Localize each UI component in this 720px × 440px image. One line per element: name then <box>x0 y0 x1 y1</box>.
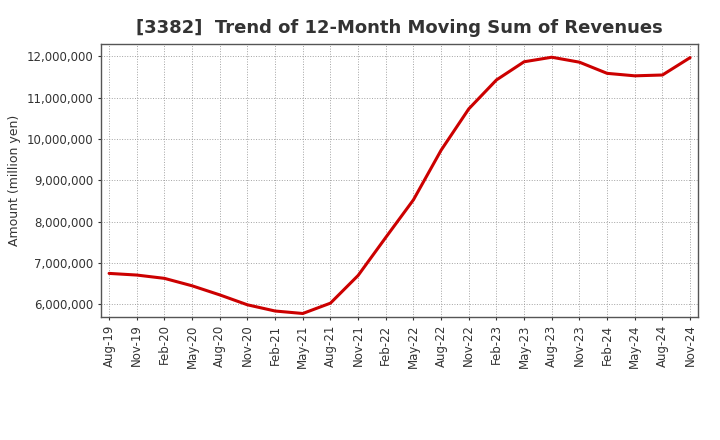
Title: [3382]  Trend of 12-Month Moving Sum of Revenues: [3382] Trend of 12-Month Moving Sum of R… <box>136 19 663 37</box>
Y-axis label: Amount (million yen): Amount (million yen) <box>8 115 21 246</box>
